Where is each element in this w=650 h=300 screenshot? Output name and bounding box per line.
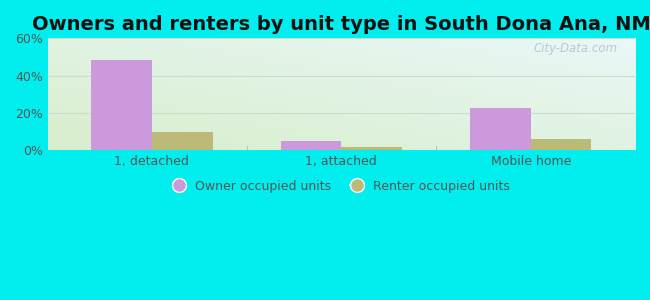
Text: City-Data.com: City-Data.com (533, 42, 618, 55)
Bar (531, 139, 592, 150)
Bar (91, 60, 152, 150)
Bar (152, 132, 213, 150)
Bar (470, 108, 531, 150)
Bar (341, 147, 402, 150)
Bar (281, 141, 341, 150)
Legend: Owner occupied units, Renter occupied units: Owner occupied units, Renter occupied un… (168, 175, 515, 198)
Title: Owners and renters by unit type in South Dona Ana, NM: Owners and renters by unit type in South… (32, 15, 650, 34)
